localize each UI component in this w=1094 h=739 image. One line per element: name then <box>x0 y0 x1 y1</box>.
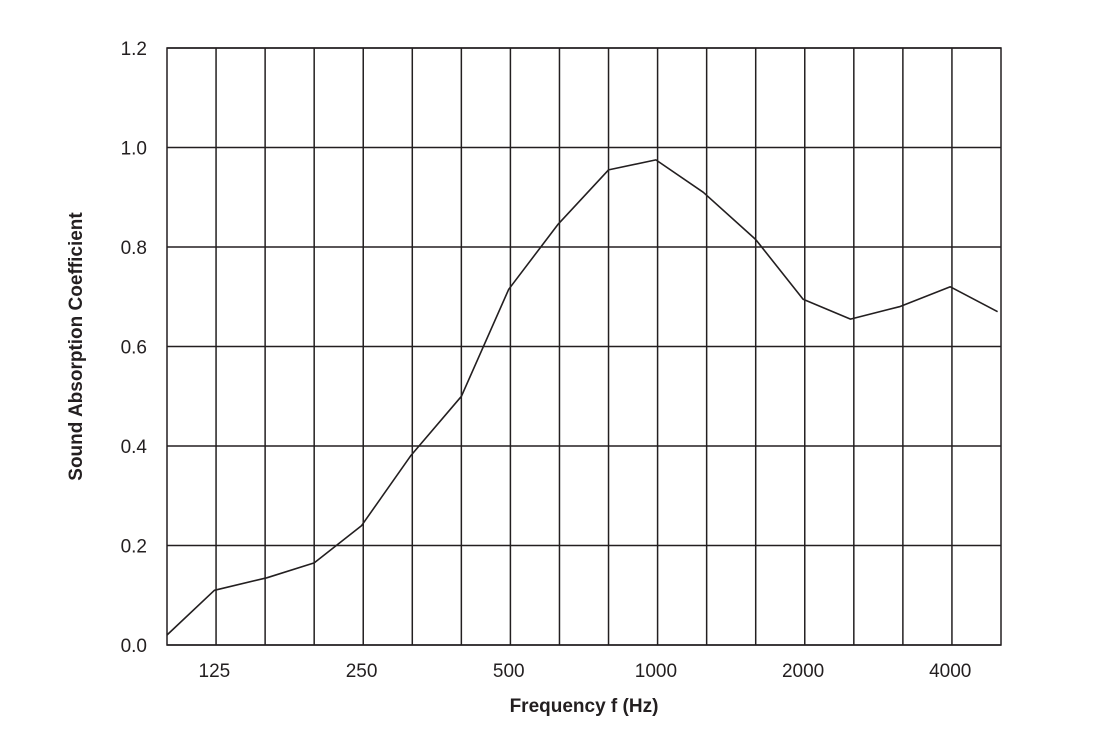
x-tick-labels: 125 250 500 1000 2000 4000 <box>199 661 972 682</box>
y-tick-label: 0.8 <box>121 238 147 259</box>
x-axis-label: Frequency f (Hz) <box>510 696 659 717</box>
x-tick-label: 2000 <box>782 661 824 682</box>
y-tick-label: 0.4 <box>121 437 148 458</box>
x-tick-label: 1000 <box>635 661 677 682</box>
y-tick-label: 1.0 <box>121 139 147 160</box>
y-tick-label: 0.0 <box>121 636 147 657</box>
x-tick-label: 4000 <box>929 661 971 682</box>
y-tick-labels: 0.0 0.2 0.4 0.6 0.8 1.0 1.2 <box>121 39 148 657</box>
absorption-curve <box>166 159 998 636</box>
plot-frame <box>166 47 1002 646</box>
y-tick-label: 1.2 <box>121 39 147 60</box>
horizontal-gridlines <box>167 47 1001 646</box>
y-tick-label: 0.2 <box>121 537 147 558</box>
y-axis-label: Sound Absorption Coefficient <box>66 212 87 481</box>
x-tick-label: 500 <box>493 661 525 682</box>
y-tick-label: 0.6 <box>121 338 147 359</box>
x-tick-label: 125 <box>199 661 231 682</box>
x-tick-label: 250 <box>346 661 378 682</box>
